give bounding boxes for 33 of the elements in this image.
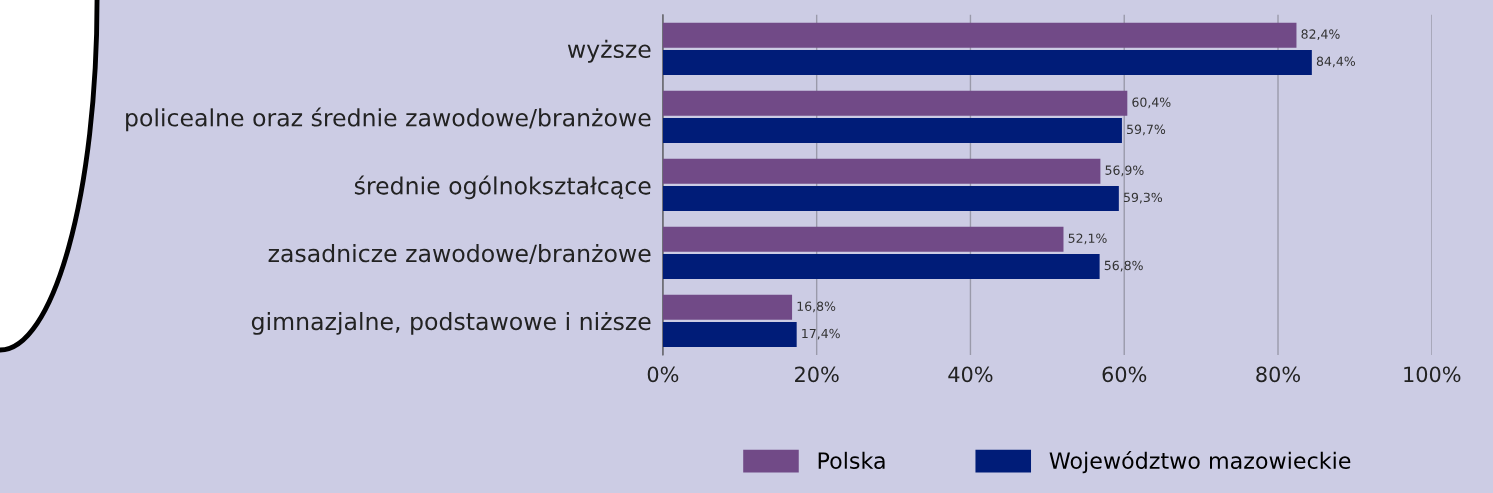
data-label: 82,4% bbox=[1301, 29, 1340, 41]
x-tick-label: 80% bbox=[1256, 366, 1301, 383]
bar bbox=[662, 185, 1119, 211]
bar bbox=[662, 322, 797, 348]
legend-label: Województwo mazowieckie bbox=[1049, 450, 1351, 474]
bar bbox=[662, 90, 1128, 116]
y-tick-label: policealne oraz średnie zawodowe/branżowe bbox=[126, 107, 651, 132]
data-label: 17,4% bbox=[802, 328, 840, 340]
bar bbox=[662, 22, 1297, 48]
y-tick-label: zasadnicze zawodowe/branżowe bbox=[268, 243, 651, 265]
data-label: 59,7% bbox=[1127, 124, 1166, 136]
data-label: 56,8% bbox=[1104, 260, 1143, 272]
y-tick-label: gimnazjalne, podstawowe i niższe bbox=[251, 311, 651, 335]
data-label: 52,1% bbox=[1068, 233, 1107, 245]
bar bbox=[662, 49, 1312, 75]
data-label: 60,4% bbox=[1132, 97, 1171, 109]
x-tick-label: 60% bbox=[1102, 366, 1147, 383]
x-tick-label: 40% bbox=[948, 366, 993, 383]
bar bbox=[662, 117, 1122, 143]
bar bbox=[662, 294, 793, 320]
x-tick-label: 20% bbox=[795, 366, 839, 383]
bar bbox=[662, 254, 1100, 280]
y-tick-label: średnie ogólnokształcące bbox=[354, 175, 651, 200]
data-label: 84,4% bbox=[1316, 56, 1356, 68]
bar bbox=[662, 158, 1101, 184]
bar bbox=[662, 226, 1064, 252]
data-label: 16,8% bbox=[797, 301, 836, 313]
data-label: 59,3% bbox=[1123, 192, 1163, 204]
y-tick-label: wyższe bbox=[567, 39, 651, 63]
x-tick-label: 100% bbox=[1404, 366, 1461, 383]
data-label: 56,9% bbox=[1105, 165, 1144, 177]
legend-label: Polska bbox=[818, 451, 885, 469]
x-tick-label: 0% bbox=[647, 366, 679, 383]
